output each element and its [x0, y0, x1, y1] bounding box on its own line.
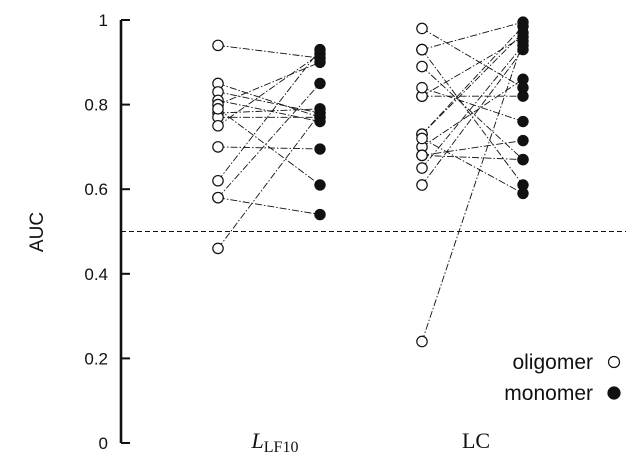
pair-line: [217, 61, 321, 106]
oligomer-point: [416, 43, 428, 56]
pair-line: [421, 36, 524, 97]
monomer-point: [517, 187, 529, 200]
pair-line: [421, 45, 524, 169]
pair-line: [421, 154, 524, 161]
pair-line: [217, 83, 321, 198]
legend-monomer-marker: [607, 386, 621, 400]
legend-label: monomer: [504, 382, 593, 405]
monomer-point: [517, 73, 529, 85]
oligomer-point: [416, 179, 428, 191]
y-tick-label: 0.8: [84, 96, 108, 115]
pair-line: [217, 146, 321, 150]
y-tick-label: 0.6: [84, 180, 108, 199]
oligomer-point: [416, 132, 428, 145]
pair-line: [421, 140, 524, 156]
monomer-point: [314, 107, 326, 119]
pair-line: [421, 87, 524, 122]
pair-line: [421, 138, 524, 194]
oligomer-point: [416, 60, 428, 73]
monomer-point: [314, 77, 326, 90]
pair-line: [421, 41, 524, 342]
monomer-point: [314, 143, 326, 155]
pair-lines: [217, 21, 524, 342]
pair-line: [217, 49, 321, 182]
oligomer-point: [212, 191, 224, 204]
pair-line: [217, 108, 321, 186]
oligomer-point: [416, 22, 428, 35]
oligomer-point: [212, 119, 224, 132]
y-tick-label: 1: [99, 11, 108, 30]
monomer-point: [314, 208, 326, 221]
pair-line: [421, 49, 524, 186]
y-axis: [119, 19, 130, 444]
y-tick-label: 0.4: [84, 265, 108, 284]
pair-line: [217, 108, 321, 114]
monomer-point: [517, 153, 529, 166]
category-labels: LLF10 LC: [251, 428, 491, 456]
monomer-point: [517, 35, 529, 47]
pair-line: [217, 197, 321, 216]
category-label: LC: [462, 428, 490, 453]
oligomer-point: [416, 81, 428, 94]
pair-line: [421, 28, 524, 89]
category-label: LLF10: [251, 428, 299, 456]
oligomer-point: [212, 141, 224, 153]
pair-line: [217, 83, 321, 118]
y-tick-label: 0: [99, 434, 108, 453]
data-points: [212, 16, 529, 348]
pair-line: [217, 112, 321, 249]
y-tick-label: 0.2: [84, 349, 108, 368]
oligomer-point: [212, 39, 224, 52]
pair-line: [421, 32, 524, 135]
pair-line: [217, 53, 321, 127]
monomer-point: [517, 115, 529, 128]
pair-line: [421, 21, 524, 51]
monomer-point: [517, 90, 529, 102]
oligomer-point: [416, 335, 428, 348]
y-tick-labels: 0 0.2 0.4 0.6 0.8 1: [84, 11, 108, 453]
pair-line: [217, 91, 321, 114]
oligomer-point: [416, 149, 428, 162]
pair-line: [217, 44, 321, 59]
y-axis-label: AUC: [27, 212, 48, 252]
monomer-point: [314, 179, 326, 191]
oligomer-point: [416, 162, 428, 174]
legend: oligomer monomer: [504, 351, 621, 405]
oligomer-point: [212, 242, 224, 255]
pair-line: [421, 66, 524, 160]
monomer-point: [517, 134, 529, 147]
oligomer-point: [212, 174, 224, 187]
monomer-point: [314, 43, 326, 56]
oligomer-point: [212, 103, 224, 115]
legend-label: oligomer: [512, 351, 593, 374]
legend-oligomer-marker: [607, 355, 621, 369]
